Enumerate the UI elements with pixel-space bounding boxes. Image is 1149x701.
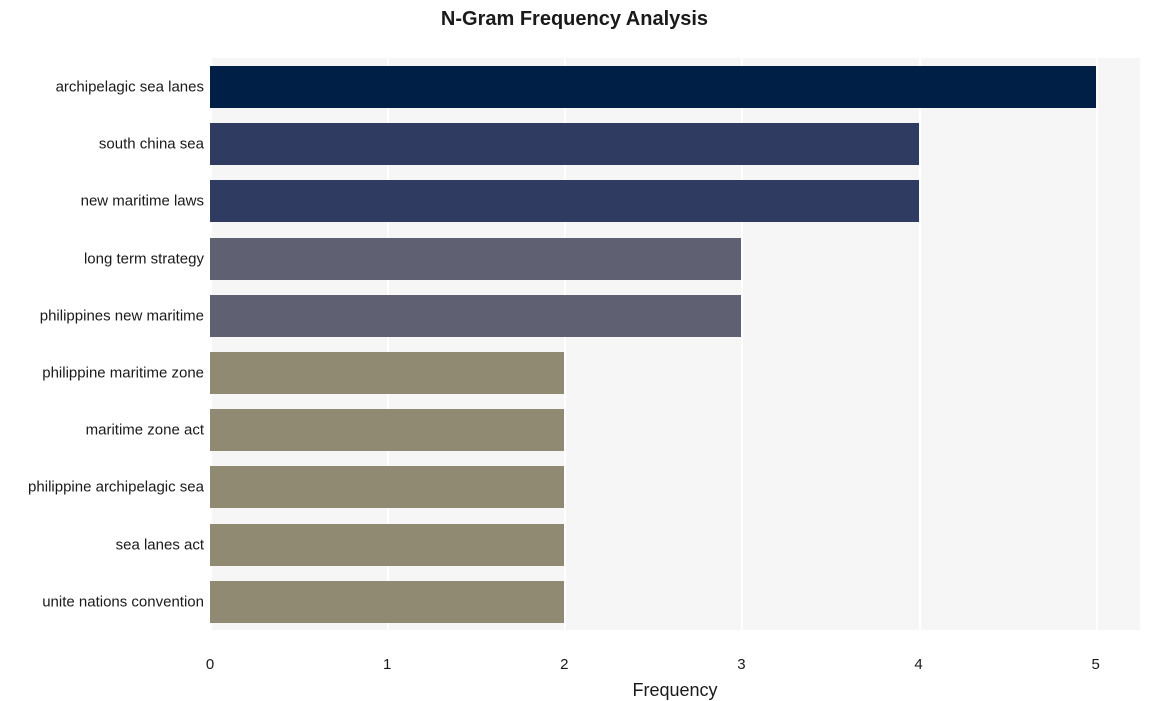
bar [210, 409, 564, 451]
y-tick-label: south china sea [99, 136, 204, 153]
y-tick-label: long term strategy [84, 250, 204, 267]
y-tick-label: philippine maritime zone [42, 365, 204, 382]
bar [210, 581, 564, 623]
x-tick-label: 3 [737, 656, 745, 673]
gridline [1096, 36, 1098, 650]
bar [210, 295, 741, 337]
bar [210, 524, 564, 566]
x-axis-title: Frequency [625, 680, 725, 701]
plot-area [210, 36, 1140, 650]
x-tick-label: 2 [560, 656, 568, 673]
bar [210, 66, 1096, 108]
bar [210, 466, 564, 508]
chart-title: N-Gram Frequency Analysis [0, 8, 1149, 31]
y-tick-label: philippine archipelagic sea [28, 479, 204, 496]
y-tick-label: maritime zone act [86, 422, 204, 439]
bar [210, 123, 919, 165]
x-tick-label: 5 [1092, 656, 1100, 673]
x-tick-label: 0 [206, 656, 214, 673]
bar [210, 238, 741, 280]
y-tick-label: philippines new maritime [40, 307, 204, 324]
bar [210, 352, 564, 394]
bar [210, 180, 919, 222]
x-tick-label: 1 [383, 656, 391, 673]
y-tick-label: archipelagic sea lanes [56, 79, 204, 96]
y-tick-label: new maritime laws [81, 193, 204, 210]
ngram-frequency-chart: N-Gram Frequency Analysis archipelagic s… [0, 0, 1149, 701]
y-tick-label: sea lanes act [116, 536, 204, 553]
y-tick-label: unite nations convention [42, 593, 204, 610]
gridline [919, 36, 921, 650]
x-tick-label: 4 [914, 656, 922, 673]
